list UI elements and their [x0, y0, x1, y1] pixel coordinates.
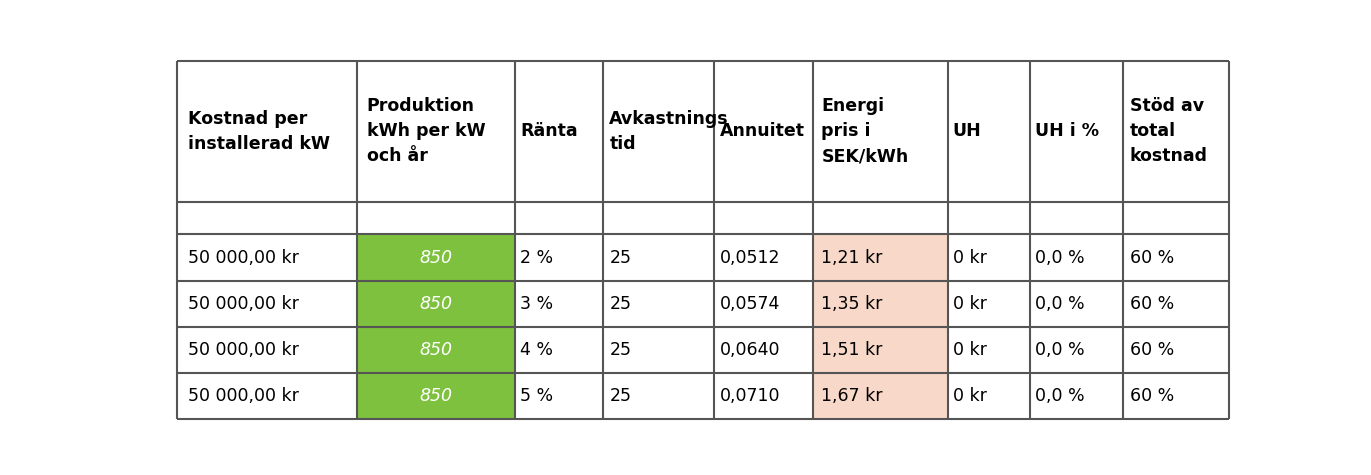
- Text: 0,0 %: 0,0 %: [1035, 341, 1084, 359]
- Text: Stöd av
total
kostnad: Stöd av total kostnad: [1130, 97, 1208, 165]
- Text: 25: 25: [609, 387, 632, 405]
- Text: 0,0 %: 0,0 %: [1035, 294, 1084, 313]
- Text: 0,0574: 0,0574: [720, 294, 780, 313]
- Text: Produktion
kWh per kW
och år: Produktion kWh per kW och år: [366, 97, 485, 165]
- Text: Kostnad per
installerad kW: Kostnad per installerad kW: [188, 110, 329, 153]
- Text: 25: 25: [609, 341, 632, 359]
- Bar: [813, 281, 947, 327]
- Text: 0 kr: 0 kr: [953, 341, 987, 359]
- Text: 1,35 kr: 1,35 kr: [821, 294, 883, 313]
- Text: 25: 25: [609, 294, 632, 313]
- Bar: [813, 373, 947, 419]
- Text: 5 %: 5 %: [520, 387, 554, 405]
- Text: 60 %: 60 %: [1130, 294, 1174, 313]
- Text: UH i %: UH i %: [1035, 123, 1100, 141]
- Bar: [356, 373, 515, 419]
- Text: Avkastnings
tid: Avkastnings tid: [609, 110, 729, 153]
- Text: 50 000,00 kr: 50 000,00 kr: [188, 248, 299, 266]
- Text: 850: 850: [420, 387, 452, 405]
- Text: 60 %: 60 %: [1130, 387, 1174, 405]
- Text: Annuitet: Annuitet: [720, 123, 805, 141]
- Text: 60 %: 60 %: [1130, 248, 1174, 266]
- Text: 0,0 %: 0,0 %: [1035, 248, 1084, 266]
- Text: 60 %: 60 %: [1130, 341, 1174, 359]
- Text: 3 %: 3 %: [520, 294, 554, 313]
- Text: UH: UH: [953, 123, 982, 141]
- Text: 850: 850: [420, 248, 452, 266]
- Text: 0,0640: 0,0640: [720, 341, 780, 359]
- Bar: [813, 327, 947, 373]
- Text: 0,0 %: 0,0 %: [1035, 387, 1084, 405]
- Text: Ränta: Ränta: [520, 123, 577, 141]
- Text: 1,51 kr: 1,51 kr: [821, 341, 883, 359]
- Text: 50 000,00 kr: 50 000,00 kr: [188, 387, 299, 405]
- Text: 50 000,00 kr: 50 000,00 kr: [188, 294, 299, 313]
- Text: 0 kr: 0 kr: [953, 294, 987, 313]
- Text: 25: 25: [609, 248, 632, 266]
- Text: 1,67 kr: 1,67 kr: [821, 387, 883, 405]
- Text: 0,0512: 0,0512: [720, 248, 780, 266]
- Bar: [356, 235, 515, 281]
- Text: Energi
pris i
SEK/kWh: Energi pris i SEK/kWh: [821, 97, 909, 165]
- Text: 0 kr: 0 kr: [953, 248, 987, 266]
- Bar: [813, 235, 947, 281]
- Text: 850: 850: [420, 294, 452, 313]
- Text: 4 %: 4 %: [520, 341, 554, 359]
- Text: 50 000,00 kr: 50 000,00 kr: [188, 341, 299, 359]
- Text: 2 %: 2 %: [520, 248, 554, 266]
- Text: 0 kr: 0 kr: [953, 387, 987, 405]
- Text: 0,0710: 0,0710: [720, 387, 780, 405]
- Bar: [356, 327, 515, 373]
- Bar: [356, 281, 515, 327]
- Text: 1,21 kr: 1,21 kr: [821, 248, 883, 266]
- Text: 850: 850: [420, 341, 452, 359]
